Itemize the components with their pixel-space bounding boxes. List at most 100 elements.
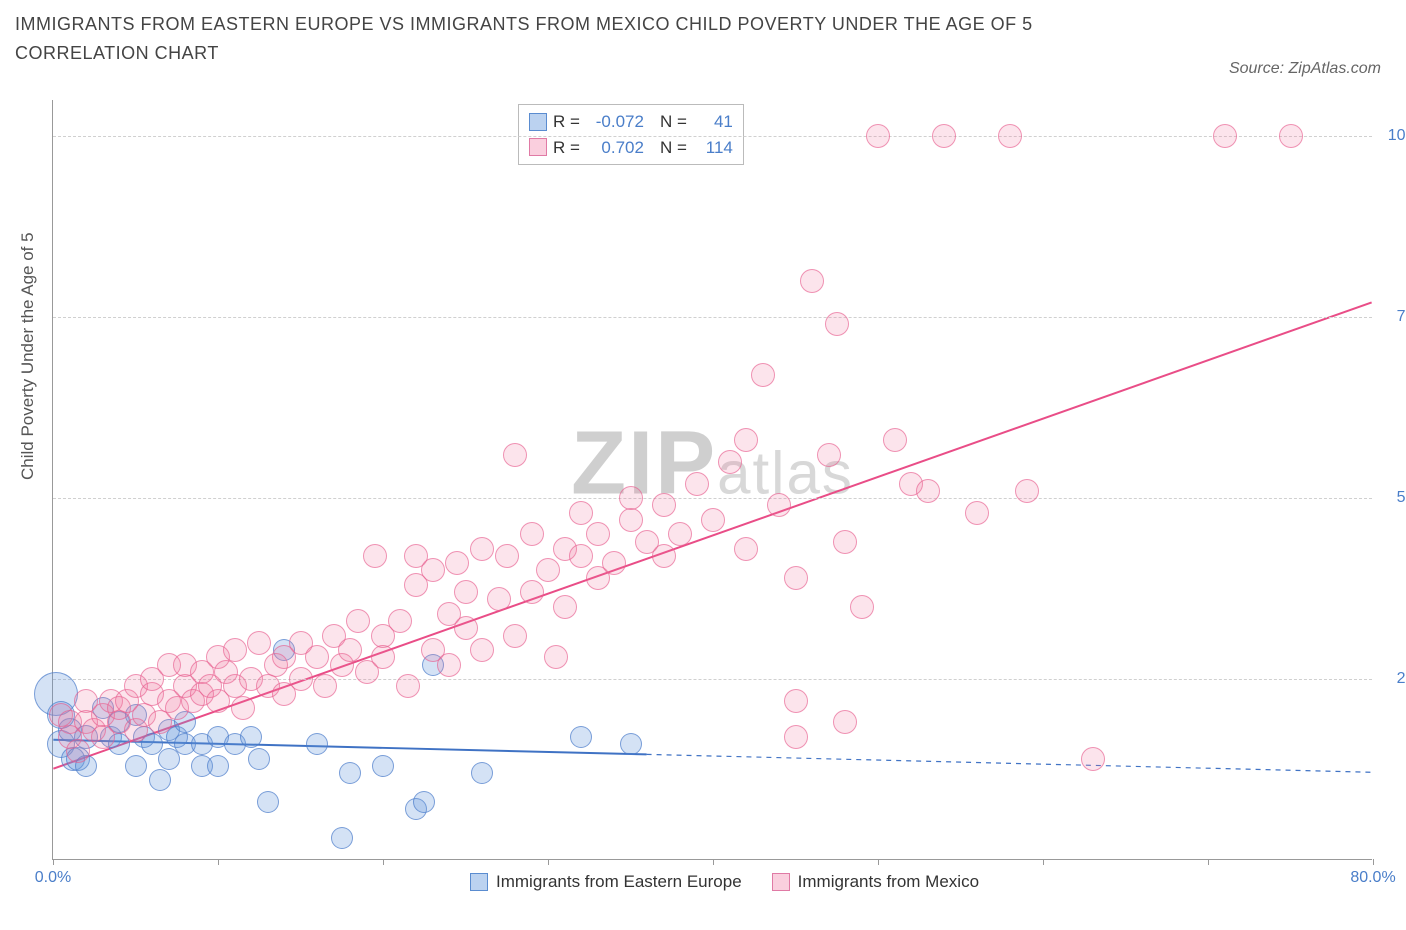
scatter-point-pink [1081,747,1105,771]
scatter-point-blue [240,726,262,748]
chart-area: ZIPatlas R =-0.072N =41R =0.702N =114 25… [50,100,1375,860]
scatter-point-pink [784,689,808,713]
scatter-point-pink [1279,124,1303,148]
y-axis-title: Child Poverty Under the Age of 5 [18,232,38,480]
scatter-point-pink [784,566,808,590]
scatter-point-pink [338,638,362,662]
stats-r-label: R = [553,135,580,161]
legend-label: Immigrants from Eastern Europe [496,872,742,892]
scatter-point-pink [718,450,742,474]
y-tick-label: 75.0% [1382,308,1406,326]
y-tick-label: 25.0% [1382,670,1406,688]
scatter-point-blue [248,748,270,770]
scatter-point-pink [313,674,337,698]
scatter-point-pink [454,580,478,604]
scatter-point-pink [66,739,90,763]
x-tick [1043,859,1044,865]
scatter-point-pink [866,124,890,148]
legend-item: Immigrants from Mexico [772,872,979,892]
stats-box: R =-0.072 N =41R =0.702 N =114 [518,104,744,165]
legend-swatch-pink [529,138,547,156]
scatter-point-pink [487,587,511,611]
scatter-point-pink [536,558,560,582]
scatter-point-blue [471,762,493,784]
scatter-point-pink [767,493,791,517]
x-tick-label: 80.0% [1350,869,1395,887]
scatter-point-blue [257,791,279,813]
scatter-point-pink [454,616,478,640]
scatter-point-pink [1015,479,1039,503]
scatter-point-pink [734,428,758,452]
scatter-point-pink [619,508,643,532]
stats-n-label: N = [660,135,687,161]
scatter-point-pink [668,522,692,546]
scatter-point-pink [751,363,775,387]
scatter-point-pink [817,443,841,467]
bottom-legend: Immigrants from Eastern Europe Immigrants… [470,872,979,892]
scatter-point-pink [520,580,544,604]
scatter-point-pink [495,544,519,568]
scatter-point-blue [331,827,353,849]
legend-swatch-blue [470,873,488,891]
grid-line [53,498,1372,499]
chart-title: IMMIGRANTS FROM EASTERN EUROPE VS IMMIGR… [15,10,1115,68]
y-tick-label: 100.0% [1382,127,1406,145]
x-tick-label: 0.0% [35,869,71,887]
x-tick [548,859,549,865]
scatter-point-pink [503,443,527,467]
stats-n-label: N = [660,109,687,135]
scatter-point-pink [553,595,577,619]
scatter-point-pink [883,428,907,452]
scatter-point-pink [470,537,494,561]
scatter-point-pink [932,124,956,148]
legend-label: Immigrants from Mexico [798,872,979,892]
stats-r-value: -0.072 [586,109,644,135]
scatter-point-pink [388,609,412,633]
scatter-point-pink [470,638,494,662]
scatter-point-pink [1213,124,1237,148]
scatter-point-pink [445,551,469,575]
legend-swatch-pink [772,873,790,891]
stats-n-value: 41 [693,109,733,135]
scatter-point-pink [784,725,808,749]
watermark: ZIPatlas [571,413,854,516]
scatter-point-pink [619,486,643,510]
stats-n-value: 114 [693,135,733,161]
scatter-point-pink [998,124,1022,148]
scatter-point-pink [602,551,626,575]
scatter-point-pink [503,624,527,648]
scatter-point-blue [570,726,592,748]
scatter-point-blue [339,762,361,784]
plot-region: ZIPatlas R =-0.072N =41R =0.702N =114 25… [52,100,1372,860]
source-label: Source: ZipAtlas.com [1229,60,1381,78]
x-tick [713,859,714,865]
scatter-point-pink [223,638,247,662]
scatter-point-pink [652,544,676,568]
scatter-point-blue [207,755,229,777]
scatter-point-pink [569,501,593,525]
scatter-point-pink [247,631,271,655]
scatter-point-pink [916,479,940,503]
scatter-point-pink [371,645,395,669]
scatter-point-pink [734,537,758,561]
trend-line-blue-dashed [647,754,1372,772]
scatter-point-pink [520,522,544,546]
x-tick [1208,859,1209,865]
scatter-point-pink [437,653,461,677]
stats-row: R =-0.072N =41 [529,109,733,135]
scatter-point-blue [149,769,171,791]
stats-r-value: 0.702 [586,135,644,161]
scatter-point-blue [125,755,147,777]
scatter-point-pink [850,595,874,619]
scatter-point-pink [833,530,857,554]
x-tick [218,859,219,865]
scatter-point-pink [685,472,709,496]
stats-row: R =0.702 N =114 [529,135,733,161]
scatter-point-pink [586,522,610,546]
scatter-point-pink [544,645,568,669]
scatter-point-pink [421,558,445,582]
scatter-point-blue [306,733,328,755]
scatter-point-pink [965,501,989,525]
x-tick [53,859,54,865]
scatter-point-blue [413,791,435,813]
